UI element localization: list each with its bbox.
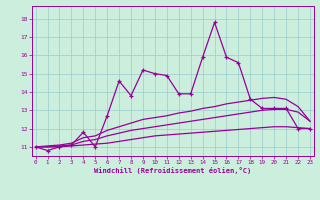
X-axis label: Windchill (Refroidissement éolien,°C): Windchill (Refroidissement éolien,°C) (94, 167, 252, 174)
